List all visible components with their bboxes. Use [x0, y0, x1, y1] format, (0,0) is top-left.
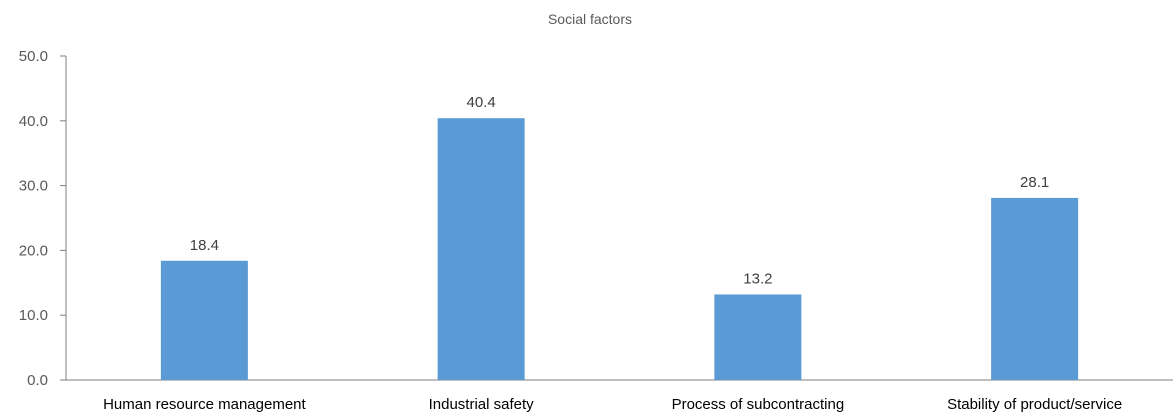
bar	[714, 294, 802, 380]
x-category-label: Stability of product/service	[947, 396, 1122, 413]
x-category-label: Industrial safety	[429, 396, 535, 413]
data-labels: 18.4 40.4 13.2 28.1	[190, 94, 1049, 287]
chart-title: Social factors	[548, 11, 632, 27]
y-axis: 0.0 10.0 20.0 30.0 40.0 50.0	[19, 48, 67, 389]
bar-value-label: 13.2	[743, 270, 772, 287]
bar	[991, 197, 1079, 380]
y-tick-label: 30.0	[19, 178, 48, 195]
x-axis: Human resource management Industrial safe…	[66, 379, 1173, 413]
y-tick-label: 0.0	[27, 372, 48, 389]
y-tick-label: 20.0	[19, 242, 48, 259]
y-tick-label: 40.0	[19, 113, 48, 130]
y-tick-label: 50.0	[19, 48, 48, 65]
bar-value-label: 18.4	[190, 237, 219, 254]
bar-value-label: 28.1	[1020, 174, 1049, 191]
bar-value-label: 40.4	[467, 94, 496, 111]
bar	[160, 260, 248, 380]
x-category-label: Process of subcontracting	[672, 396, 845, 413]
bar-series	[160, 118, 1079, 380]
x-category-label: Human resource management	[103, 396, 306, 413]
bar	[437, 118, 525, 380]
y-tick-label: 10.0	[19, 307, 48, 324]
